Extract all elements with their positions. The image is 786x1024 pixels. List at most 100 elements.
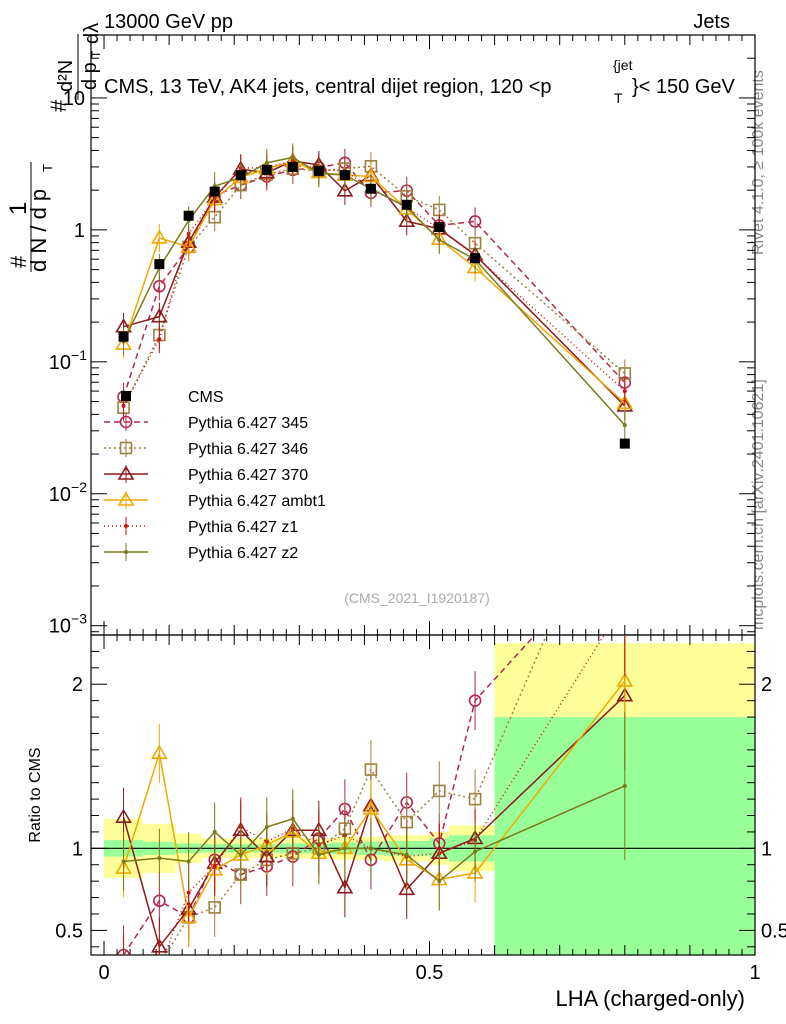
plot-title-sub: T — [614, 90, 623, 106]
y-title-den2b: dλ — [81, 23, 103, 44]
series-point-ratio — [212, 864, 217, 869]
data-point — [434, 222, 445, 233]
series-point-ratio — [368, 846, 373, 851]
series-point-ratio — [622, 783, 627, 788]
series-point-ratio — [290, 816, 295, 821]
ratio-tick-label-right: 1 — [761, 838, 772, 860]
y-title-den1: d N / d p — [26, 189, 51, 272]
series-point-ratio — [212, 829, 217, 834]
legend: CMS Pythia 6.427 345 Pythia 6.427 346 Pythi… — [104, 389, 326, 562]
data-point — [118, 331, 129, 342]
legend-label: Pythia 6.427 z2 — [188, 545, 298, 562]
series-line-main — [122, 159, 626, 407]
x-tick-label: 1 — [749, 962, 760, 984]
series-line-ratio — [122, 695, 626, 949]
header-left: 13000 GeV pp — [104, 11, 233, 33]
series-point-main — [121, 403, 126, 408]
legend-label-data: CMS — [188, 389, 224, 406]
series-line-ratio — [163, 635, 606, 955]
legend-label: Pythia 6.427 346 — [188, 441, 308, 458]
series-point-ratio — [336, 879, 354, 894]
series-point-ratio — [619, 531, 630, 542]
ratio-frame — [90, 634, 756, 956]
y-title-hash-2: # — [46, 99, 71, 112]
series-point-ratio — [404, 852, 409, 857]
legend-marker-data — [121, 391, 131, 401]
series-point-ratio — [468, 792, 482, 806]
series-point-main — [336, 182, 354, 197]
series-point-ratio — [619, 449, 630, 460]
series-point-ratio — [398, 880, 416, 896]
y-title-den2: d p — [79, 62, 101, 90]
y-tick-label: 1 — [74, 220, 85, 242]
side-label-bottom: mcplots.cern.ch [arXiv:2401.10621] — [750, 379, 767, 630]
series-point-main — [616, 394, 634, 410]
series-point-ratio — [186, 890, 191, 895]
x-tick-label: 0.5 — [416, 962, 444, 984]
series-point-ratio — [154, 959, 165, 970]
series-point-ratio — [122, 961, 126, 965]
series-point-ratio — [208, 901, 221, 914]
series-line-main — [122, 165, 626, 408]
series-point-ratio — [153, 894, 166, 908]
x-tick-label: 0 — [98, 962, 109, 984]
series-point-ratio — [342, 846, 347, 851]
legend-marker — [119, 415, 133, 429]
series-point-ratio — [264, 825, 269, 829]
data-point — [235, 170, 246, 181]
series-point-main — [398, 212, 416, 228]
series-point-ratio — [623, 600, 627, 604]
y-title-sub: T — [40, 164, 55, 172]
data-point — [154, 259, 165, 270]
series-point-ratio — [121, 859, 126, 864]
series-line-ratio — [123, 785, 626, 883]
ratio-plot — [90, 449, 756, 970]
data-point — [339, 170, 350, 181]
main-plot — [90, 34, 756, 636]
series-point-ratio — [473, 849, 478, 854]
data-point — [261, 164, 272, 175]
data-point — [313, 165, 324, 176]
legend-label: Pythia 6.427 ambt1 — [188, 493, 326, 510]
data-point — [365, 183, 376, 194]
series-point-ratio — [364, 763, 378, 776]
series-point-main — [468, 215, 482, 228]
plot-title: CMS, 13 TeV, AK4 jets, central dijet reg… — [104, 57, 736, 106]
ratio-tick-label: 1 — [72, 838, 83, 860]
main-series — [115, 143, 634, 449]
series-point-ratio — [432, 784, 446, 798]
series-point-ratio — [115, 808, 132, 823]
series-point-ratio — [180, 908, 198, 924]
header-right: Jets — [693, 11, 730, 33]
ratio-series — [115, 449, 634, 970]
x-axis-title: LHA (charged-only) — [555, 986, 745, 1011]
legend-marker — [117, 465, 135, 480]
analysis-label: (CMS_2021_I1920187) — [344, 590, 490, 606]
plot-title-sup: {jet — [613, 57, 633, 73]
series-point-main — [264, 160, 269, 165]
y-tick-label: 10−1 — [49, 347, 87, 374]
series-point-main — [622, 389, 627, 394]
side-label-top: Rivet 4.1.0, ≥ 100k events — [750, 70, 767, 255]
series-point-main — [157, 337, 162, 342]
series-point-main — [150, 308, 168, 323]
series-point-ratio — [238, 852, 243, 857]
series-line-ratio — [122, 635, 536, 955]
series-line-ratio — [164, 635, 548, 955]
y-tick-label: 10 — [63, 88, 85, 110]
series-point-ratio — [157, 856, 162, 861]
ratio-axis-title: Ratio to CMS — [27, 747, 44, 842]
series-point-main — [622, 423, 627, 428]
y-tick-label: 10−2 — [49, 479, 87, 506]
series-point-ratio — [186, 859, 191, 864]
ratio-tick-label-right: 2 — [761, 674, 772, 696]
series-point-main — [290, 155, 295, 160]
series-point-ratio — [118, 959, 129, 970]
series-point-ratio — [362, 800, 380, 815]
series-point-ratio — [157, 966, 161, 970]
legend-label: Pythia 6.427 370 — [188, 467, 308, 484]
y-title-num: d²N — [55, 60, 77, 92]
